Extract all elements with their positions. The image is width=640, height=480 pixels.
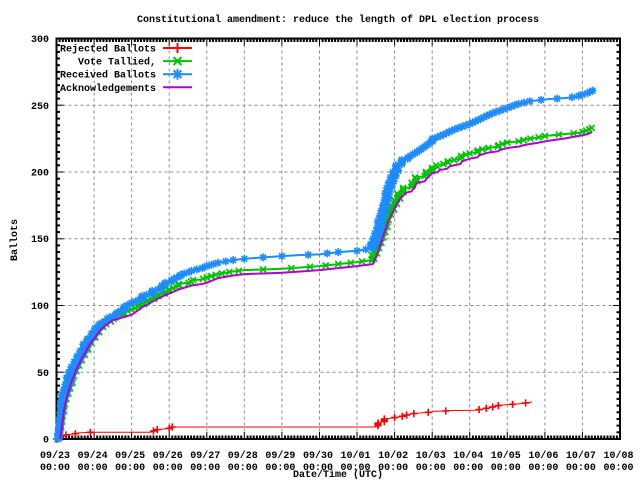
svg-text:Date/Time (UTC): Date/Time (UTC) (293, 469, 383, 480)
svg-text:00:00: 00:00 (40, 463, 70, 474)
svg-text:0: 0 (43, 436, 49, 447)
svg-text:Constitutional amendment: redu: Constitutional amendment: reduce the len… (137, 14, 539, 26)
svg-text:10/01: 10/01 (340, 450, 370, 462)
svg-text:100: 100 (31, 302, 49, 313)
svg-text:Vote Tallied,: Vote Tallied, (78, 57, 156, 69)
svg-text:10/07: 10/07 (566, 450, 596, 462)
svg-text:09/29: 09/29 (265, 450, 295, 462)
svg-text:Received Ballots: Received Ballots (60, 70, 156, 82)
svg-text:250: 250 (31, 102, 49, 113)
svg-text:10/06: 10/06 (528, 450, 558, 462)
svg-text:00:00: 00:00 (303, 463, 333, 474)
svg-text:00:00: 00:00 (378, 463, 408, 474)
svg-text:10/08: 10/08 (603, 450, 633, 462)
svg-text:09/28: 09/28 (228, 450, 258, 462)
svg-text:00:00: 00:00 (566, 463, 596, 474)
svg-text:50: 50 (37, 369, 49, 380)
svg-text:00:00: 00:00 (78, 463, 108, 474)
svg-text:200: 200 (31, 169, 49, 180)
svg-text:00:00: 00:00 (153, 463, 183, 474)
svg-text:09/30: 09/30 (303, 450, 333, 462)
svg-text:00:00: 00:00 (190, 463, 220, 474)
svg-text:Ballots: Ballots (9, 219, 21, 261)
svg-text:00:00: 00:00 (115, 463, 145, 474)
svg-text:00:00: 00:00 (228, 463, 258, 474)
svg-text:10/03: 10/03 (416, 450, 446, 462)
svg-text:10/04: 10/04 (453, 450, 483, 462)
svg-text:00:00: 00:00 (603, 463, 633, 474)
svg-text:09/23: 09/23 (40, 450, 70, 462)
svg-text:00:00: 00:00 (265, 463, 295, 474)
svg-text:10/02: 10/02 (378, 450, 408, 462)
svg-text:150: 150 (31, 235, 49, 246)
svg-text:Acknowledgements: Acknowledgements (60, 83, 156, 95)
svg-text:09/24: 09/24 (78, 450, 108, 462)
svg-text:09/27: 09/27 (190, 450, 220, 462)
svg-text:09/25: 09/25 (115, 450, 145, 462)
svg-text:10/05: 10/05 (491, 450, 521, 462)
svg-text:09/26: 09/26 (153, 450, 183, 462)
svg-text:00:00: 00:00 (528, 463, 558, 474)
svg-text:300: 300 (31, 35, 49, 46)
svg-text:Rejected Ballots: Rejected Ballots (60, 44, 156, 56)
svg-text:00:00: 00:00 (416, 463, 446, 474)
svg-text:00:00: 00:00 (453, 463, 483, 474)
svg-text:00:00: 00:00 (340, 463, 370, 474)
svg-text:00:00: 00:00 (491, 463, 521, 474)
